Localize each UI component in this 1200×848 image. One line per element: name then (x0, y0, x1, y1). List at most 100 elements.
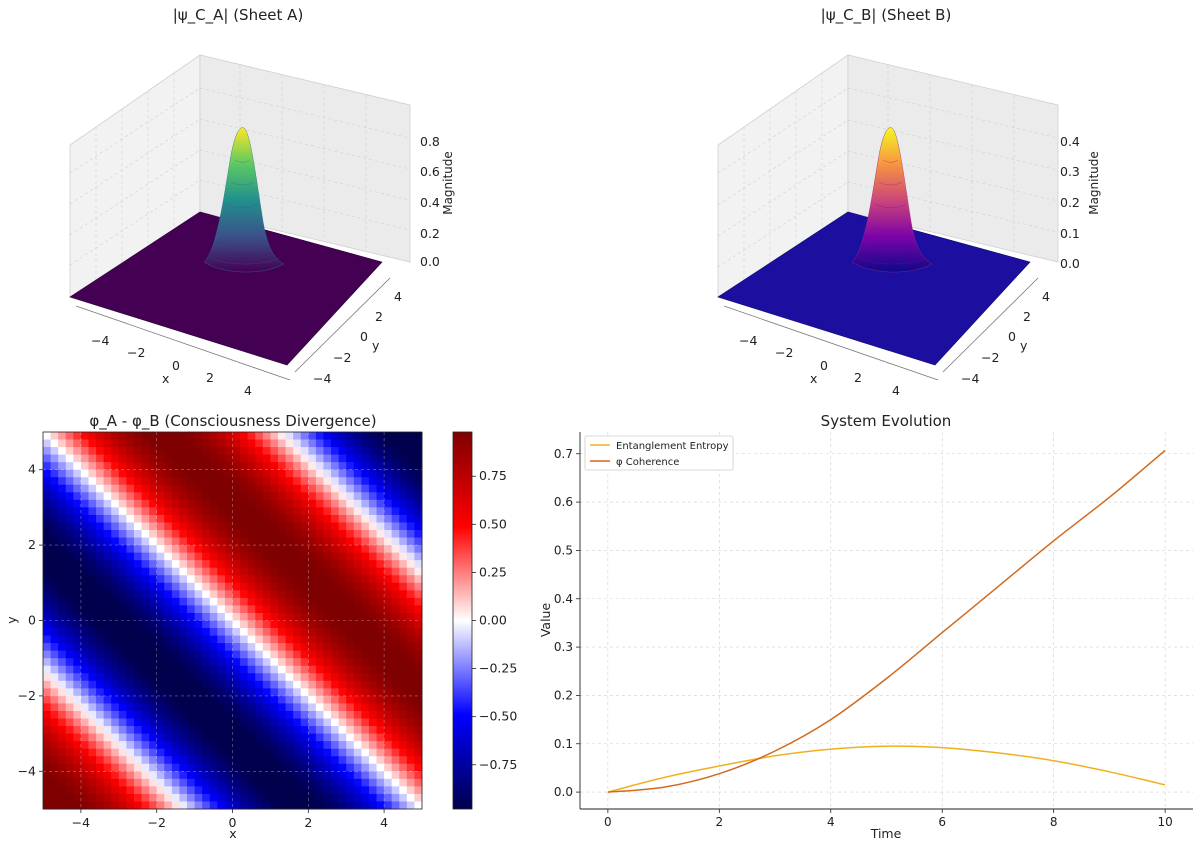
heatmap-cell (232, 439, 241, 448)
heatmap-cell (414, 710, 423, 720)
heatmap-cell (376, 756, 385, 765)
heatmap-cell (361, 680, 370, 689)
heatmap-cell (80, 748, 89, 757)
heatmap-cell (118, 507, 127, 516)
heatmap-cell (126, 552, 135, 561)
heatmap-cell (80, 552, 89, 561)
heatmap-cell (406, 545, 415, 554)
heatmap-cell (406, 801, 415, 810)
heatmap-cell (255, 756, 264, 765)
heatmap-cell (293, 499, 302, 508)
heatmap-cell (285, 454, 294, 463)
heatmap-cell (368, 454, 378, 463)
heatmap-cell (73, 612, 82, 621)
heatmap-cell (58, 499, 67, 508)
heatmap-cell (262, 756, 271, 765)
heatmap-cell (232, 680, 241, 689)
y-axis: 0.00.10.20.30.40.50.60.7 (554, 447, 580, 799)
heatmap-cell (376, 650, 385, 659)
heatmap-cell (293, 469, 302, 478)
heatmap-cell (126, 688, 135, 697)
heatmap-cell (224, 575, 233, 584)
heatmap-cell (308, 665, 317, 674)
heatmap-cell (111, 530, 120, 539)
heatmap-cell (308, 560, 317, 569)
heatmap-cell (58, 492, 67, 501)
heatmap-cell (414, 507, 423, 516)
heatmap-cell (118, 695, 127, 704)
heatmap-cell (194, 771, 203, 780)
heatmap-cell (293, 492, 302, 501)
heatmap-cell (202, 733, 211, 742)
heatmap-cell (414, 432, 423, 441)
heatmap-cell (399, 439, 408, 448)
heatmap-cell (300, 733, 309, 742)
heatmap-cell (171, 650, 180, 659)
heatmap-cell (331, 499, 340, 508)
heatmap-cell (391, 514, 400, 523)
heatmap-cell (300, 605, 309, 614)
heatmap-cell (118, 462, 127, 471)
heatmap-cell (391, 635, 400, 644)
heatmap-cell (111, 628, 120, 637)
heatmap-cell (50, 454, 59, 463)
heatmap-cell (384, 786, 393, 795)
heatmap-cell (323, 703, 332, 712)
heatmap-cell (43, 560, 52, 569)
heatmap-cell (331, 680, 340, 689)
heatmap-cell (331, 695, 340, 704)
heatmap-cell (80, 786, 89, 795)
heatmap-cell (391, 658, 400, 667)
heatmap-cell (331, 477, 340, 486)
heatmap-cell (141, 522, 150, 531)
heatmap-cell (58, 484, 67, 493)
heatmap-cell (126, 650, 135, 659)
heatmap-cell (224, 778, 233, 787)
heatmap-cell (391, 605, 400, 614)
heatmap-cell (406, 643, 415, 652)
heatmap-cell (179, 620, 188, 629)
heatmap-cell (315, 522, 324, 531)
heatmap-cell (315, 786, 324, 795)
heatmap-cell (65, 680, 74, 689)
heatmap-cell (300, 710, 309, 720)
heatmap-cell (224, 499, 233, 508)
x-tick: 4 (892, 383, 900, 398)
heatmap-cell (88, 710, 97, 720)
heatmap-cell (141, 545, 150, 554)
heatmap-cell (232, 673, 241, 682)
heatmap-cell (247, 462, 256, 471)
panel-divergence: φ_A - φ_B (Consciousness Divergence) −4−… (4, 412, 517, 841)
heatmap-cell (353, 514, 362, 523)
heatmap-cell (164, 567, 173, 576)
heatmap-cell (262, 545, 271, 554)
heatmap-cell (96, 688, 105, 697)
heatmap-cell (171, 560, 180, 569)
heatmap-cell (171, 771, 180, 780)
heatmap-cell (315, 514, 324, 523)
heatmap-cell (217, 612, 226, 621)
heatmap-cell (361, 726, 370, 735)
x-tick: 2 (854, 370, 862, 385)
heatmap-cell (187, 499, 196, 508)
heatmap-cell (164, 778, 173, 787)
heatmap-cell (224, 688, 233, 697)
heatmap-cell (293, 628, 302, 637)
heatmap-cell (232, 756, 241, 765)
heatmap-cell (346, 756, 355, 765)
heatmap-cell (361, 492, 370, 501)
heatmap-cell (399, 514, 408, 523)
heatmap-cell (171, 703, 180, 712)
heatmap-cell (202, 439, 211, 448)
heatmap-cell (43, 522, 52, 531)
heatmap-cell (293, 477, 302, 486)
heatmap-cell (232, 665, 241, 674)
heatmap-cell (96, 582, 105, 591)
heatmap-cell (80, 499, 89, 508)
heatmap-cell (315, 462, 324, 471)
heatmap-cell (111, 778, 120, 787)
heatmap-cell (43, 665, 52, 674)
heatmap-cell (414, 530, 423, 539)
heatmap-cell (353, 454, 362, 463)
heatmap-cell (156, 469, 165, 478)
